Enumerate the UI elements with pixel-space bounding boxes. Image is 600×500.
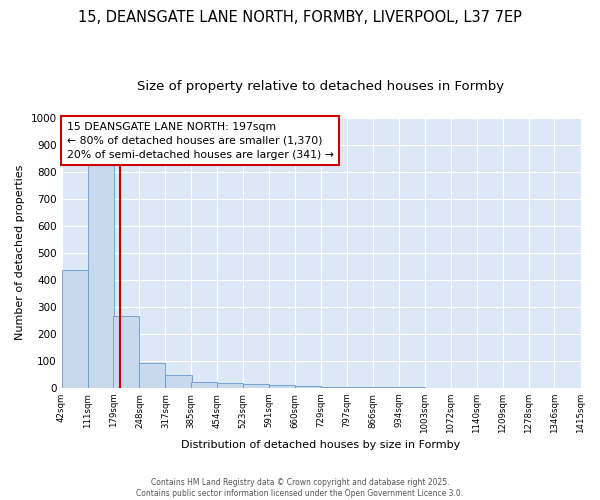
Text: 15 DEANSGATE LANE NORTH: 197sqm
← 80% of detached houses are smaller (1,370)
20%: 15 DEANSGATE LANE NORTH: 197sqm ← 80% of…	[67, 122, 334, 160]
Bar	[88, 163, 114, 388]
Bar	[269, 386, 295, 388]
Text: 15, DEANSGATE LANE NORTH, FORMBY, LIVERPOOL, L37 7EP: 15, DEANSGATE LANE NORTH, FORMBY, LIVERP…	[78, 10, 522, 25]
Title: Size of property relative to detached houses in Formby: Size of property relative to detached ho…	[137, 80, 505, 93]
Text: Contains HM Land Registry data © Crown copyright and database right 2025.
Contai: Contains HM Land Registry data © Crown c…	[136, 478, 464, 498]
Bar	[321, 386, 347, 388]
Bar	[113, 316, 139, 388]
X-axis label: Distribution of detached houses by size in Formby: Distribution of detached houses by size …	[181, 440, 461, 450]
Bar	[62, 270, 88, 388]
Bar	[244, 384, 269, 388]
Bar	[139, 362, 166, 388]
Bar	[217, 384, 244, 388]
Bar	[347, 387, 373, 388]
Bar	[166, 376, 191, 388]
Bar	[191, 382, 217, 388]
Bar	[295, 386, 321, 388]
Y-axis label: Number of detached properties: Number of detached properties	[15, 165, 25, 340]
